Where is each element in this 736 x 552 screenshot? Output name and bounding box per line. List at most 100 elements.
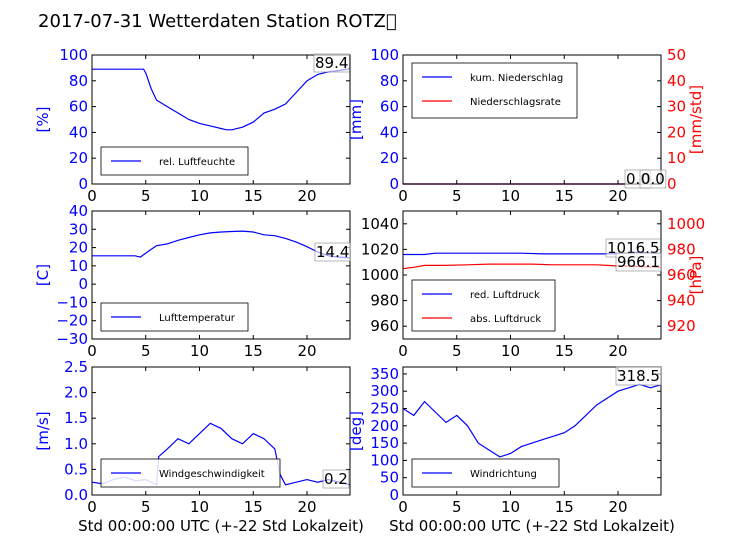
axes-frame-winddirection	[402, 366, 662, 496]
x-tick-label: 10	[501, 187, 520, 205]
y-tick-label: 40	[69, 123, 88, 141]
x-tick-label: 20	[297, 498, 316, 516]
y2-axis-label: [mm/std]	[687, 85, 705, 154]
y-tick-label: −10	[56, 293, 88, 311]
legend-entry: abs. Luftdruck	[470, 314, 541, 325]
y2-tick-label: 980	[667, 240, 696, 258]
x-tick-label: 15	[555, 342, 574, 360]
x-tick-label: 15	[244, 342, 263, 360]
value-annotation: 0.0	[641, 170, 665, 188]
y2-tick-label: 0	[667, 175, 677, 193]
x-tick-label: 0	[87, 342, 97, 360]
y-tick-label: 1.0	[64, 435, 88, 453]
x-tick-label: 10	[501, 498, 520, 516]
y-tick-label: 0	[389, 486, 399, 504]
x-axis-label: Std 00:00:00 UTC (+-22 Std Lokalzeit)	[389, 517, 675, 535]
legend-entry: kum. Niederschlag	[470, 73, 563, 84]
y-tick-label: 60	[69, 98, 88, 116]
y-tick-label: 100	[370, 451, 399, 469]
x-tick-label: 20	[608, 187, 627, 205]
x-axis-label: Std 00:00:00 UTC (+-22 Std Lokalzeit)	[78, 517, 364, 535]
legend-entry: Niederschlagsrate	[470, 97, 561, 108]
x-tick-label: 15	[555, 187, 574, 205]
axes-frame-windspeed	[91, 366, 351, 496]
y2-tick-label: 20	[667, 123, 686, 141]
value-annotation-box	[313, 53, 350, 73]
x-tick-label: 5	[452, 342, 462, 360]
panel-pressure: 0 5 10 15 20 960 980 1000 1020 1040 920 940 960 980 10…	[361, 210, 705, 360]
panel-windspeed: 0 5 10 15 20 0.0 0.5 1.0 1.5 2.0 2.5 [m/s] Std 00:00…	[34, 358, 364, 535]
y2-tick-label: 30	[667, 98, 686, 116]
x-tick-label: 0	[398, 187, 408, 205]
y-tick-label: 100	[370, 46, 399, 64]
y-tick-label: 2.0	[64, 384, 88, 402]
y-tick-label: 0.0	[64, 486, 88, 504]
value-annotation-box	[322, 469, 350, 489]
x-tick-label: 10	[190, 342, 209, 360]
y-tick-label: 1000	[361, 266, 399, 284]
y-tick-label: 30	[69, 220, 88, 238]
y-tick-label: 980	[370, 292, 399, 310]
panel-temperature: 0 5 10 15 20−30−20−10010203040[C]Lufttempera…	[34, 202, 351, 360]
series-line-humidity-0	[92, 68, 351, 131]
y-tick-label: 150	[370, 434, 399, 452]
value-annotation-box	[639, 169, 667, 189]
y-tick-label: 80	[380, 72, 399, 90]
y2-tick-label: 1000	[667, 215, 705, 233]
y-tick-label: 10	[69, 257, 88, 275]
x-tick-label: 15	[244, 498, 263, 516]
x-tick-label: 15	[244, 187, 263, 205]
value-annotation-box	[314, 242, 351, 262]
x-tick-label: 10	[190, 187, 209, 205]
value-annotation: 966.1	[617, 253, 660, 271]
panel-humidity: 0 5 10 15 20 0 20 40 60 80 100 [%] rel. Luftfeuchte 8…	[34, 46, 351, 205]
x-tick-label: 5	[141, 342, 151, 360]
y-axis-label: [m/s]	[34, 411, 52, 450]
x-tick-label: 10	[501, 342, 520, 360]
y-tick-label: 250	[370, 400, 399, 418]
x-tick-label: 0	[398, 498, 408, 516]
value-annotation: 14.4	[316, 243, 349, 261]
axes-frame-precipitation	[402, 54, 662, 185]
y-tick-label: 300	[370, 382, 399, 400]
y-axis-label: [C]	[34, 264, 52, 286]
series-line-winddirection-0	[402, 383, 662, 458]
value-annotation: 0.2	[324, 470, 348, 488]
series-line-temperature-0	[92, 230, 351, 259]
y-tick-label: 80	[69, 72, 88, 90]
x-tick-label: 5	[141, 498, 151, 516]
y2-tick-label: 940	[667, 292, 696, 310]
y-tick-label: −30	[56, 330, 88, 348]
legend-entry: red. Luftdruck	[470, 290, 540, 301]
y-tick-label: 60	[380, 98, 399, 116]
y-tick-label: 1020	[361, 240, 399, 258]
x-tick-label: 5	[141, 187, 151, 205]
y-tick-label: 0	[78, 275, 88, 293]
x-tick-label: 0	[398, 342, 408, 360]
y-tick-label: −20	[56, 312, 88, 330]
axes-frame-temperature	[91, 210, 351, 340]
y-tick-label: 200	[370, 417, 399, 435]
legend-entry: Windrichtung	[470, 469, 537, 480]
y2-tick-label: 40	[667, 72, 686, 90]
y-axis-label: [mm]	[347, 99, 365, 140]
x-tick-label: 15	[555, 498, 574, 516]
y-tick-label: 100	[59, 46, 88, 64]
value-annotation: 1016.5	[607, 239, 660, 257]
x-tick-label: 0	[87, 498, 97, 516]
y2-tick-label: 50	[667, 46, 686, 64]
x-tick-label: 20	[608, 498, 627, 516]
y2-tick-label: 10	[667, 149, 686, 167]
legend-entry: rel. Luftfeuchte	[159, 157, 235, 168]
x-tick-label: 5	[452, 187, 462, 205]
legend-box	[411, 62, 578, 119]
y-tick-label: 20	[380, 149, 399, 167]
y-tick-label: 2.5	[64, 358, 88, 376]
axes-frame-humidity	[91, 54, 351, 185]
x-tick-label: 5	[452, 498, 462, 516]
y-tick-label: 960	[370, 317, 399, 335]
value-annotation: 89.4	[315, 54, 348, 72]
